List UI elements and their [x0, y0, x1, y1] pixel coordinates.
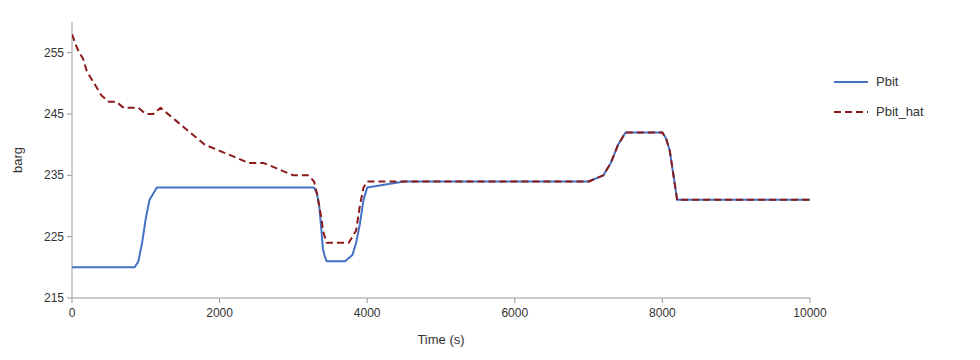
- legend-label: Pbit: [876, 74, 899, 89]
- x-tick: [367, 298, 368, 303]
- y-tick: [67, 52, 72, 53]
- x-tick: [72, 298, 73, 303]
- plot-area: [72, 34, 810, 267]
- x-tick: [219, 298, 220, 303]
- x-tick-label: 0: [69, 306, 76, 320]
- y-tick-label: 255: [44, 46, 64, 60]
- y-tick-label: 235: [44, 168, 64, 182]
- y-tick-label: 225: [44, 230, 64, 244]
- y-tick: [67, 236, 72, 237]
- x-axis-line: [72, 298, 810, 299]
- y-tick: [67, 114, 72, 115]
- y-axis-label: barg: [10, 147, 25, 173]
- chart-container: 0 2000 4000 6000 8000 10000 215 225 235 245 255 Tim…: [0, 0, 980, 360]
- chart-svg: 0 2000 4000 6000 8000 10000 215 225 235 245 255 Tim…: [0, 0, 980, 360]
- x-tick: [514, 298, 515, 303]
- x-tick: [810, 298, 811, 303]
- series-line: [72, 132, 810, 267]
- x-tick-label: 10000: [793, 306, 827, 320]
- legend: Pbit Pbit_hat: [834, 74, 924, 119]
- y-tick-label: 245: [44, 107, 64, 121]
- x-tick-label: 2000: [206, 306, 233, 320]
- legend-swatch: [834, 111, 868, 113]
- x-axis-label: Time (s): [417, 332, 464, 347]
- y-tick-label: 215: [44, 291, 64, 305]
- y-tick: [67, 298, 72, 299]
- x-tick-label: 8000: [649, 306, 676, 320]
- y-axis-line: [72, 22, 73, 298]
- series-line: [72, 34, 810, 243]
- x-tick-label: 4000: [354, 306, 381, 320]
- legend-swatch: [834, 81, 868, 83]
- x-tick-label: 6000: [501, 306, 528, 320]
- y-tick: [67, 175, 72, 176]
- x-tick: [662, 298, 663, 303]
- legend-label: Pbit_hat: [876, 104, 924, 119]
